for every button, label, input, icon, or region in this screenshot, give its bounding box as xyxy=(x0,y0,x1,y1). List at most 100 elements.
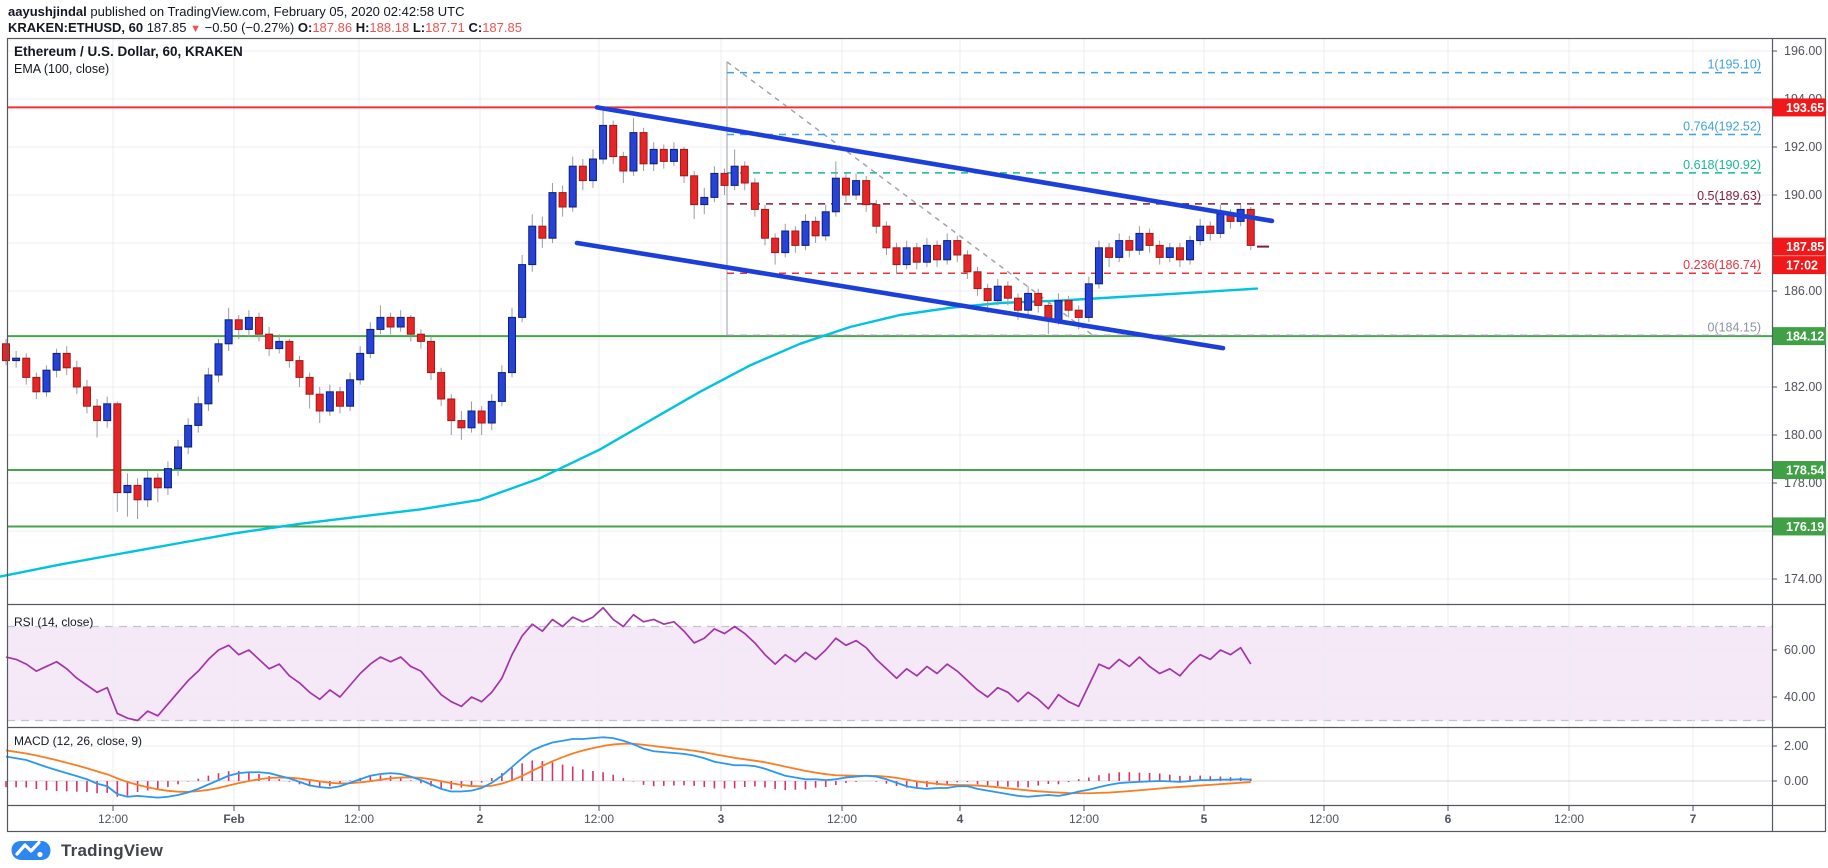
candle[interactable] xyxy=(761,208,769,239)
candle[interactable] xyxy=(690,175,699,206)
candle[interactable] xyxy=(801,220,810,246)
candle[interactable] xyxy=(406,316,415,335)
candle[interactable] xyxy=(1094,247,1103,285)
candle[interactable] xyxy=(649,148,658,165)
candle[interactable] xyxy=(720,172,729,186)
candle[interactable] xyxy=(1216,213,1225,234)
candle[interactable] xyxy=(275,340,284,350)
candle[interactable] xyxy=(1054,300,1063,321)
candle[interactable] xyxy=(1014,297,1022,311)
candle[interactable] xyxy=(93,405,102,422)
candle[interactable] xyxy=(174,446,183,470)
time-axis-label[interactable]: 7 xyxy=(1690,812,1697,826)
candle[interactable] xyxy=(103,403,112,422)
candle[interactable] xyxy=(143,477,152,501)
candle[interactable] xyxy=(558,192,567,208)
candle[interactable] xyxy=(771,237,780,254)
candle[interactable] xyxy=(852,180,861,196)
candle[interactable] xyxy=(335,391,344,407)
candle[interactable] xyxy=(882,225,891,249)
candle[interactable] xyxy=(528,225,537,266)
candle[interactable] xyxy=(1155,244,1164,258)
candle[interactable] xyxy=(1084,283,1093,318)
candle[interactable] xyxy=(477,410,486,424)
time-axis-label[interactable]: 12:00 xyxy=(344,812,374,826)
candle[interactable] xyxy=(153,477,162,489)
candle[interactable] xyxy=(740,165,749,184)
candle[interactable] xyxy=(204,374,213,405)
candle[interactable] xyxy=(416,333,425,342)
candle[interactable] xyxy=(194,403,203,426)
candle[interactable] xyxy=(113,403,122,494)
candle[interactable] xyxy=(437,372,446,400)
candle[interactable] xyxy=(710,172,719,198)
candle[interactable] xyxy=(447,398,456,422)
candle[interactable] xyxy=(285,340,294,362)
candle[interactable] xyxy=(922,244,931,263)
candle[interactable] xyxy=(1074,309,1083,318)
time-axis-label[interactable]: Feb xyxy=(223,812,244,826)
candle[interactable] xyxy=(811,220,820,237)
candle[interactable] xyxy=(872,204,881,227)
candle[interactable] xyxy=(457,420,466,429)
candle[interactable] xyxy=(1206,225,1215,234)
candle[interactable] xyxy=(234,319,243,330)
candle[interactable] xyxy=(1246,208,1255,246)
candle[interactable] xyxy=(973,271,982,290)
candle[interactable] xyxy=(963,254,972,273)
candle[interactable] xyxy=(1186,240,1195,261)
candle[interactable] xyxy=(295,360,304,378)
candle[interactable] xyxy=(1003,285,1012,299)
candle[interactable] xyxy=(669,148,678,162)
candle[interactable] xyxy=(680,148,689,177)
candle[interactable] xyxy=(538,225,547,239)
candle[interactable] xyxy=(265,333,274,350)
candle[interactable] xyxy=(700,196,709,206)
candle[interactable] xyxy=(1135,232,1144,251)
candle[interactable] xyxy=(386,316,395,328)
trendline[interactable] xyxy=(594,105,1275,224)
candle[interactable] xyxy=(2,343,10,362)
time-axis-label[interactable]: 2 xyxy=(477,812,484,826)
candle[interactable] xyxy=(588,158,597,182)
candle[interactable] xyxy=(983,288,992,302)
time-axis-label[interactable]: 12:00 xyxy=(827,812,857,826)
candle[interactable] xyxy=(133,484,142,501)
candle[interactable] xyxy=(1064,300,1073,311)
candle[interactable] xyxy=(1105,247,1114,258)
time-axis-label[interactable]: 4 xyxy=(957,812,964,826)
candle[interactable] xyxy=(224,319,233,345)
time-axis-label[interactable]: 6 xyxy=(1445,812,1452,826)
candle[interactable] xyxy=(244,316,253,330)
candle[interactable] xyxy=(953,240,962,256)
candle[interactable] xyxy=(1024,292,1033,311)
candle[interactable] xyxy=(508,316,516,374)
time-axis-label[interactable]: 12:00 xyxy=(1309,812,1339,826)
candle[interactable] xyxy=(1145,232,1154,246)
candle[interactable] xyxy=(163,468,172,489)
candle[interactable] xyxy=(841,177,850,196)
candle[interactable] xyxy=(467,410,476,429)
candle[interactable] xyxy=(82,386,91,407)
time-axis-label[interactable]: 5 xyxy=(1201,812,1208,826)
candle[interactable] xyxy=(1115,240,1124,258)
candle[interactable] xyxy=(366,328,375,354)
candle[interactable] xyxy=(12,357,21,362)
candle[interactable] xyxy=(639,132,648,165)
candle[interactable] xyxy=(487,400,496,424)
candle[interactable] xyxy=(1175,247,1184,261)
candle[interactable] xyxy=(214,343,223,376)
trendline[interactable] xyxy=(574,240,1226,351)
candle[interactable] xyxy=(123,484,132,494)
candle[interactable] xyxy=(315,393,324,412)
candle[interactable] xyxy=(629,132,638,172)
candle[interactable] xyxy=(1034,292,1043,306)
candle[interactable] xyxy=(356,352,365,381)
time-axis-label[interactable]: 12:00 xyxy=(1069,812,1099,826)
candle[interactable] xyxy=(22,357,31,378)
candle[interactable] xyxy=(52,352,61,371)
candle[interactable] xyxy=(396,316,405,328)
candle[interactable] xyxy=(427,340,436,374)
tradingview-logo[interactable]: TradingView xyxy=(10,837,163,864)
